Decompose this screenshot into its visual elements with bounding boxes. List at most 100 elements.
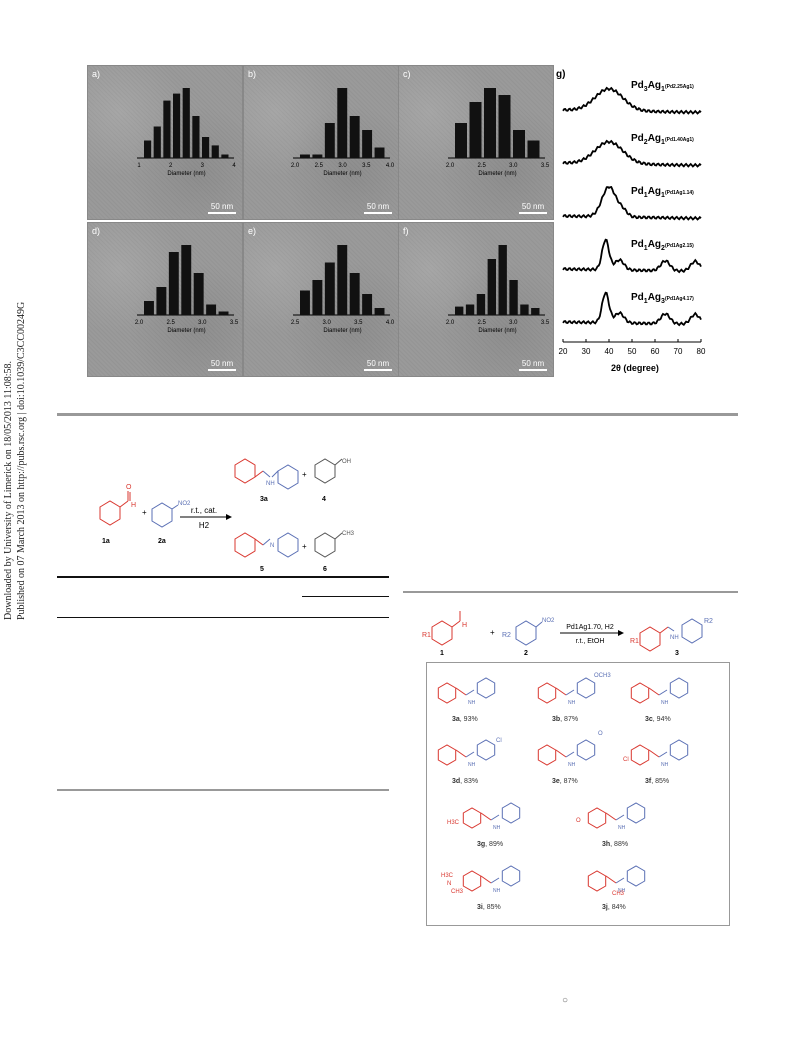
histogram-bar (192, 116, 200, 158)
xrd-tick: 80 (697, 347, 706, 356)
xrd-ticks: 20 30 40 50 60 70 80 (559, 339, 706, 356)
histogram-tick: 1 (137, 163, 141, 169)
histogram-bar (509, 280, 518, 315)
histogram-bar (513, 130, 525, 158)
histogram-bar (349, 273, 360, 315)
histogram-bar (498, 95, 511, 158)
histogram-tick: 3.5 (541, 163, 550, 169)
compound-3a (234, 458, 299, 490)
bond (465, 689, 475, 696)
histogram-bar (465, 304, 475, 315)
label-product: 3 (675, 650, 679, 657)
histogram-bar (144, 140, 152, 158)
methyl-group: H3C (447, 820, 460, 826)
benzene-ring (630, 682, 650, 704)
histogram-tick: 2.0 (446, 163, 455, 169)
benzene-ring (630, 744, 650, 766)
amine-label: NH (493, 888, 501, 894)
benzene-ring (537, 682, 557, 704)
scheme2-conditions-top: Pd1Ag1.70, H2 (566, 624, 614, 631)
product-label: 3d, 83% (452, 778, 478, 785)
scale-bar: 50 nm (519, 202, 547, 214)
histogram-tick: 3.0 (198, 320, 207, 326)
panel-label: c) (403, 69, 411, 79)
histogram-tick: 3.5 (541, 320, 550, 326)
scheme2-conditions-bottom: r.t., EtOH (576, 638, 605, 645)
scheme2-rule (403, 591, 738, 593)
histogram-bar (484, 88, 496, 158)
histogram-tick: 3.0 (509, 163, 518, 169)
label-1a: 1a (102, 538, 110, 545)
xrd-x-label: 2θ (degree) (611, 363, 659, 373)
scale-bar: 50 nm (364, 202, 392, 214)
benzene-ring (626, 865, 646, 887)
histogram-tick: 2.0 (135, 320, 144, 326)
benzene-ring (669, 739, 689, 761)
nitro-group: NO2 (178, 501, 191, 507)
bond (490, 814, 500, 821)
histogram-bar (455, 123, 467, 158)
histogram-bar (153, 126, 161, 158)
product-r2: R2 (704, 618, 713, 625)
label-2a: 2a (158, 538, 166, 545)
histogram-bar (487, 259, 496, 315)
footer-mark: ○ (562, 995, 569, 1006)
benzene-ring (587, 870, 607, 892)
table-rule-top (57, 576, 389, 578)
histogram-bar (312, 280, 323, 315)
benzene-ring (501, 865, 521, 887)
histogram-bar (218, 311, 229, 315)
tem-panel: e) 50 nm 2.5 3.0 3.5 4.0 Diameter (nm) (243, 222, 399, 377)
label-3a: 3a (260, 496, 268, 503)
xrd-tick: 40 (605, 347, 614, 356)
product-label: 3f, 85% (645, 778, 669, 785)
histogram-xlabel: Diameter (nm) (478, 328, 516, 334)
xrd-tick: 30 (582, 347, 591, 356)
scheme2-header: R1 H 1 + R2 NO2 2 Pd1Ag1.70, H2 r.t., Et… (422, 611, 713, 657)
histogram-tick: 3.0 (338, 163, 347, 169)
bond (480, 875, 492, 884)
benzene-ring (576, 677, 596, 699)
bond (565, 689, 575, 696)
chloro-group: Cl (623, 757, 629, 763)
histogram-tick: 4 (232, 163, 236, 169)
histogram-bar (156, 287, 167, 315)
histogram-bar (163, 100, 171, 158)
size-histogram: 2.0 2.5 3.0 3.5 Diameter (nm) (135, 245, 239, 334)
bond (648, 749, 660, 758)
plus: + (490, 628, 495, 637)
amine-label: NH (493, 825, 501, 831)
bond (455, 687, 467, 696)
histogram-bar (324, 123, 335, 158)
histogram-tick: 2.5 (166, 320, 175, 326)
product-label: 3g, 89% (477, 841, 503, 848)
label-reagent-1: 1 (440, 650, 444, 657)
tem-panel: b) 50 nm 2.0 2.5 3.0 3.5 4.0 Diameter (nm) (243, 65, 399, 220)
scheme1: O H 1a + NO2 2a r.t., cat. H2 NH 3a + OH… (99, 458, 355, 573)
histogram-tick: 3 (201, 163, 205, 169)
histogram-bar (221, 154, 229, 158)
xrd-trace-label: Pd1Ag3(Pd1Ag4.17) (631, 292, 694, 305)
histogram-bar (374, 308, 385, 315)
histogram-bar (181, 245, 192, 315)
tem-panel: c) 50 nm 2.0 2.5 3.0 3.5 Diameter (nm) (398, 65, 554, 220)
xrd-trace (562, 238, 702, 274)
histogram-tick: 3.0 (509, 320, 518, 326)
imine-n: N (270, 543, 274, 549)
methyl: CH3 (342, 531, 355, 537)
plus-2: + (302, 470, 307, 479)
amine-label: NH (468, 700, 476, 706)
histogram-tick: 3.5 (354, 320, 363, 326)
table-rule-head (57, 617, 389, 618)
histogram-tick: 2.0 (291, 163, 300, 169)
histogram-bar (498, 245, 507, 315)
histogram-bar (300, 290, 310, 315)
histogram-bar (337, 245, 348, 315)
histogram-bar (206, 304, 217, 315)
xrd-tick: 70 (674, 347, 683, 356)
benzene-ring (626, 802, 646, 824)
size-histogram: 2.5 3.0 3.5 4.0 Diameter (nm) (291, 245, 395, 334)
histogram-tick: 3.0 (322, 320, 331, 326)
tem-panel: f) 50 nm 2.0 2.5 3.0 3.5 Diameter (nm) (398, 222, 554, 377)
xrd-trace-label: Pd1Ag2(Pd1Ag2.15) (631, 239, 694, 252)
